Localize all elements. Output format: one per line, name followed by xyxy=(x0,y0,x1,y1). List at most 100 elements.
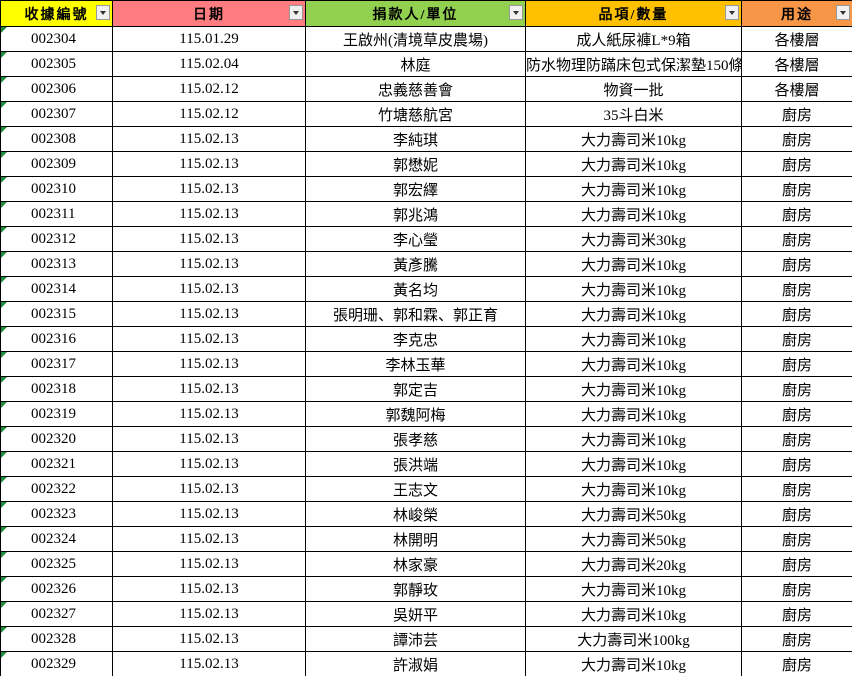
cell[interactable]: 115.02.13 xyxy=(112,476,306,502)
cell[interactable]: 大力壽司米10kg xyxy=(525,126,742,152)
cell[interactable]: 大力壽司米10kg xyxy=(525,151,742,177)
cell[interactable]: 002320 xyxy=(0,426,113,452)
cell[interactable]: 各樓層 xyxy=(741,26,852,52)
filter-button[interactable] xyxy=(836,5,850,20)
cell[interactable]: 大力壽司米30kg xyxy=(525,226,742,252)
cell[interactable]: 115.02.13 xyxy=(112,451,306,477)
cell[interactable]: 物資一批 xyxy=(525,76,742,102)
cell[interactable]: 廚房 xyxy=(741,626,852,652)
cell[interactable]: 002321 xyxy=(0,451,113,477)
cell[interactable]: 廚房 xyxy=(741,576,852,602)
cell[interactable]: 002304 xyxy=(0,26,113,52)
cell[interactable]: 大力壽司米10kg xyxy=(525,351,742,377)
cell[interactable]: 廚房 xyxy=(741,426,852,452)
cell[interactable]: 李純琪 xyxy=(305,126,526,152)
cell[interactable]: 李林玉華 xyxy=(305,351,526,377)
cell[interactable]: 郭懋妮 xyxy=(305,151,526,177)
cell[interactable]: 002326 xyxy=(0,576,113,602)
cell[interactable]: 各樓層 xyxy=(741,51,852,77)
cell[interactable]: 115.02.13 xyxy=(112,201,306,227)
cell[interactable]: 115.02.13 xyxy=(112,376,306,402)
filter-button[interactable] xyxy=(96,5,110,20)
cell[interactable]: 115.02.13 xyxy=(112,601,306,627)
cell[interactable]: 002312 xyxy=(0,226,113,252)
cell[interactable]: 林峻榮 xyxy=(305,501,526,527)
cell[interactable]: 成人紙尿褲L*9箱 xyxy=(525,26,742,52)
cell[interactable]: 黃名均 xyxy=(305,276,526,302)
cell[interactable]: 廚房 xyxy=(741,376,852,402)
cell[interactable]: 李克忠 xyxy=(305,326,526,352)
filter-button[interactable] xyxy=(509,5,523,20)
cell[interactable]: 大力壽司米50kg xyxy=(525,501,742,527)
cell[interactable]: 大力壽司米20kg xyxy=(525,551,742,577)
cell[interactable]: 林開明 xyxy=(305,526,526,552)
filter-button[interactable] xyxy=(289,5,303,20)
cell[interactable]: 張孝慈 xyxy=(305,426,526,452)
cell[interactable]: 115.02.12 xyxy=(112,76,306,102)
cell[interactable]: 大力壽司米10kg xyxy=(525,601,742,627)
cell[interactable]: 002306 xyxy=(0,76,113,102)
cell[interactable]: 廚房 xyxy=(741,451,852,477)
cell[interactable]: 林家豪 xyxy=(305,551,526,577)
cell[interactable]: 002305 xyxy=(0,51,113,77)
cell[interactable]: 譚沛芸 xyxy=(305,626,526,652)
cell[interactable]: 002315 xyxy=(0,301,113,327)
cell[interactable]: 廚房 xyxy=(741,151,852,177)
cell[interactable]: 廚房 xyxy=(741,101,852,127)
cell[interactable]: 大力壽司米10kg xyxy=(525,251,742,277)
cell[interactable]: 廚房 xyxy=(741,176,852,202)
cell[interactable]: 各樓層 xyxy=(741,76,852,102)
cell[interactable]: 115.02.13 xyxy=(112,651,306,676)
cell[interactable]: 王啟州(清境草皮農場) xyxy=(305,26,526,52)
cell[interactable]: 002309 xyxy=(0,151,113,177)
cell[interactable]: 張明珊、郭和霖、郭正育 xyxy=(305,301,526,327)
cell[interactable]: 王志文 xyxy=(305,476,526,502)
cell[interactable]: 115.02.13 xyxy=(112,176,306,202)
cell[interactable]: 115.02.13 xyxy=(112,401,306,427)
cell[interactable]: 郭宏繹 xyxy=(305,176,526,202)
cell[interactable]: 002314 xyxy=(0,276,113,302)
cell[interactable]: 廚房 xyxy=(741,601,852,627)
cell[interactable]: 廚房 xyxy=(741,326,852,352)
cell[interactable]: 115.02.12 xyxy=(112,101,306,127)
cell[interactable]: 115.02.13 xyxy=(112,351,306,377)
cell[interactable]: 廚房 xyxy=(741,276,852,302)
cell[interactable]: 張洪端 xyxy=(305,451,526,477)
cell[interactable]: 115.02.13 xyxy=(112,501,306,527)
cell[interactable]: 002307 xyxy=(0,101,113,127)
cell[interactable]: 大力壽司米100kg xyxy=(525,626,742,652)
cell[interactable]: 大力壽司米10kg xyxy=(525,476,742,502)
cell[interactable]: 115.02.13 xyxy=(112,126,306,152)
cell[interactable]: 廚房 xyxy=(741,351,852,377)
cell[interactable]: 002324 xyxy=(0,526,113,552)
cell[interactable]: 廚房 xyxy=(741,551,852,577)
cell[interactable]: 115.02.13 xyxy=(112,426,306,452)
cell[interactable]: 35斗白米 xyxy=(525,101,742,127)
cell[interactable]: 廚房 xyxy=(741,476,852,502)
cell[interactable]: 大力壽司米10kg xyxy=(525,376,742,402)
cell[interactable]: 吳妍平 xyxy=(305,601,526,627)
cell[interactable]: 郭定吉 xyxy=(305,376,526,402)
cell[interactable]: 竹塘慈航宮 xyxy=(305,101,526,127)
cell[interactable]: 大力壽司米10kg xyxy=(525,651,742,676)
cell[interactable]: 115.02.13 xyxy=(112,551,306,577)
cell[interactable]: 115.02.13 xyxy=(112,251,306,277)
cell[interactable]: 002317 xyxy=(0,351,113,377)
cell[interactable]: 大力壽司米10kg xyxy=(525,576,742,602)
cell[interactable]: 115.02.13 xyxy=(112,526,306,552)
cell[interactable]: 廚房 xyxy=(741,201,852,227)
cell[interactable]: 大力壽司米10kg xyxy=(525,401,742,427)
cell[interactable]: 大力壽司米10kg xyxy=(525,451,742,477)
filter-button[interactable] xyxy=(725,5,739,20)
cell[interactable]: 115.02.04 xyxy=(112,51,306,77)
cell[interactable]: 002313 xyxy=(0,251,113,277)
cell[interactable]: 002325 xyxy=(0,551,113,577)
cell[interactable]: 黃彥騰 xyxy=(305,251,526,277)
cell[interactable]: 002327 xyxy=(0,601,113,627)
cell[interactable]: 廚房 xyxy=(741,126,852,152)
cell[interactable]: 廚房 xyxy=(741,226,852,252)
cell[interactable]: 郭兆鴻 xyxy=(305,201,526,227)
cell[interactable]: 115.02.13 xyxy=(112,626,306,652)
cell[interactable]: 廚房 xyxy=(741,651,852,676)
cell[interactable]: 002310 xyxy=(0,176,113,202)
